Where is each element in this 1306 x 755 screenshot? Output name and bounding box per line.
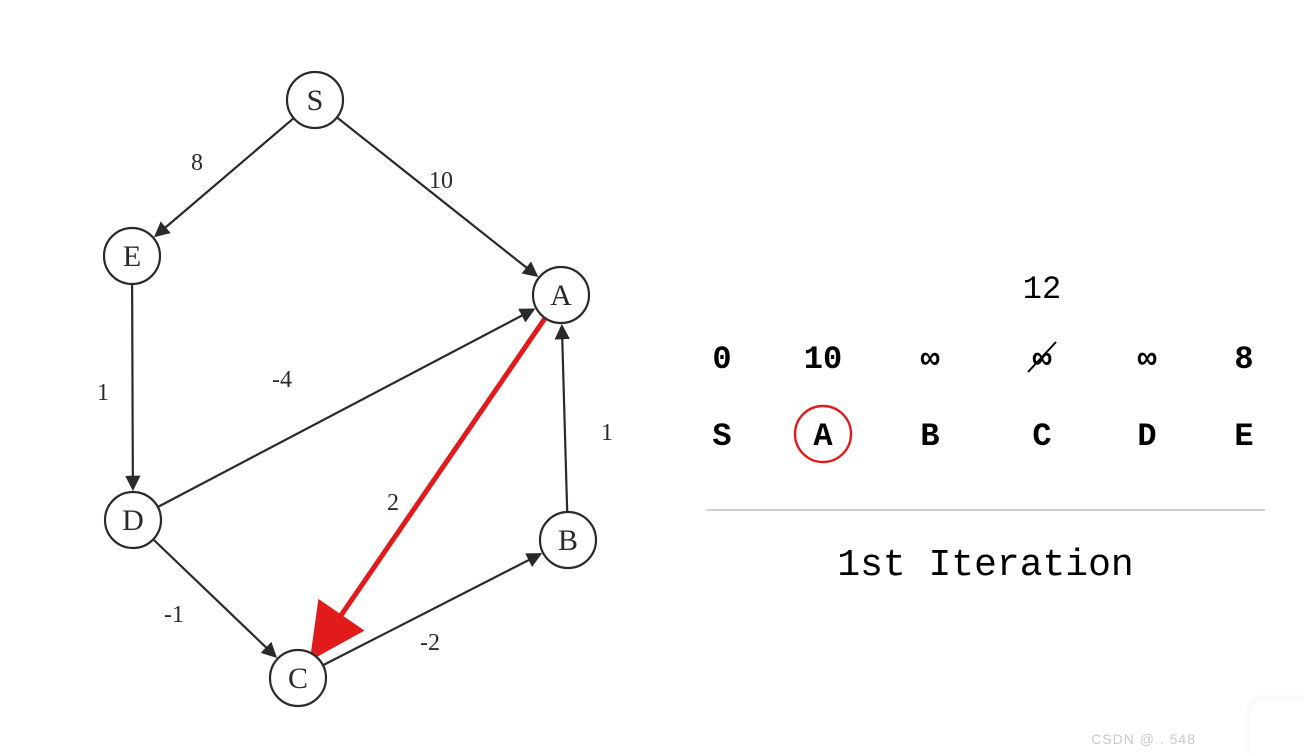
- edge-weight-S-A: 10: [429, 168, 453, 194]
- dist-value-B: ∞: [920, 341, 939, 378]
- dist-label-S: S: [712, 418, 731, 455]
- dist-value-A: 10: [804, 341, 842, 378]
- edge-weight-E-D: 1: [97, 380, 109, 406]
- node-label-D: D: [122, 504, 144, 537]
- diagram-canvas: 8 10 1 -4 -1 2 -2 1 S E A D B C 0 S 10 A ∞ B ∞ 12 C ∞ D 8 E 1st Ite…: [0, 0, 1306, 755]
- edge-weight-B-A: 1: [601, 420, 613, 446]
- edge-S-E: [156, 118, 293, 235]
- dist-newvalue-C: 12: [1023, 271, 1061, 308]
- iteration-title: 1st Iteration: [837, 544, 1133, 587]
- edge-D-A: [158, 310, 533, 507]
- dist-label-A: A: [813, 418, 833, 455]
- corner-decoration: [1250, 699, 1306, 755]
- edge-weight-D-A: -4: [272, 367, 292, 393]
- dist-label-B: B: [920, 418, 939, 455]
- edge-weight-D-C: -1: [164, 602, 184, 628]
- edge-E-D: [132, 284, 133, 488]
- dist-value-D: ∞: [1137, 341, 1156, 378]
- node-label-A: A: [550, 279, 572, 312]
- dist-label-D: D: [1137, 418, 1156, 455]
- edge-A-C: [316, 318, 545, 652]
- edge-B-A: [562, 327, 567, 512]
- node-label-E: E: [123, 240, 141, 273]
- dist-value-E: 8: [1234, 341, 1253, 378]
- node-label-B: B: [558, 524, 578, 557]
- dist-label-C: C: [1032, 418, 1051, 455]
- edge-S-A: [337, 117, 536, 275]
- edge-weight-S-E: 8: [191, 150, 203, 176]
- edge-weight-A-C: 2: [387, 490, 399, 516]
- node-label-C: C: [288, 662, 308, 695]
- edge-D-C: [153, 539, 275, 656]
- dist-value-S: 0: [712, 341, 731, 378]
- node-label-S: S: [307, 84, 324, 117]
- dist-label-E: E: [1234, 418, 1253, 455]
- watermark-text: CSDN @ . 548: [1091, 731, 1196, 747]
- edge-weight-C-B: -2: [420, 630, 440, 656]
- dist-value-C: ∞: [1032, 341, 1051, 378]
